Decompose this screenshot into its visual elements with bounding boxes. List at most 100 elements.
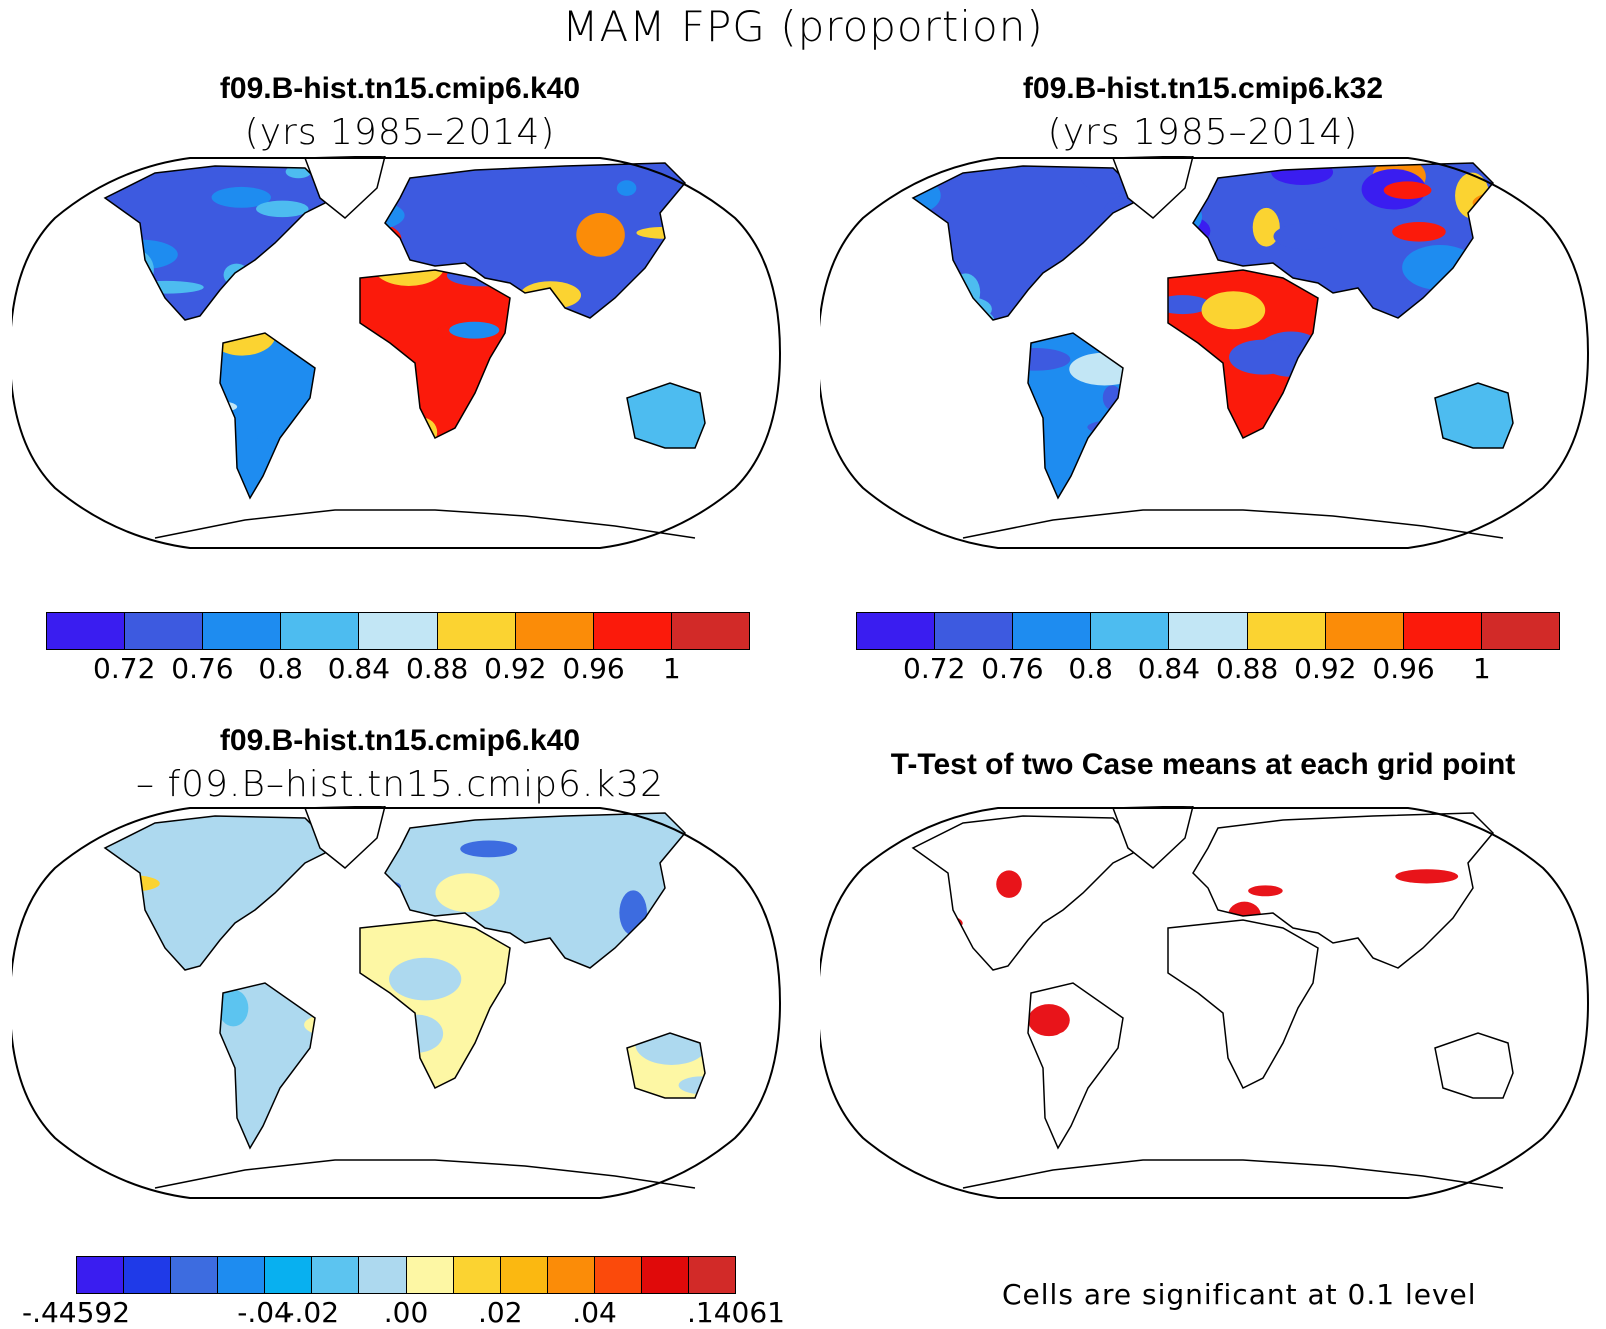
field-cell xyxy=(60,265,116,276)
colorbar-box xyxy=(437,613,516,649)
field-cell xyxy=(1028,348,1071,371)
field-cell xyxy=(104,437,153,471)
southAmerica-coastline xyxy=(219,332,316,500)
field-cell xyxy=(1392,221,1446,242)
field-cell xyxy=(987,299,1015,320)
field-cell xyxy=(1087,420,1123,434)
field-cell xyxy=(57,1017,83,1042)
field-cell xyxy=(37,517,109,537)
field-cell xyxy=(937,418,1006,432)
field-cell xyxy=(645,921,694,936)
field-cell xyxy=(1368,463,1420,500)
field-cell xyxy=(167,409,232,452)
field-cell xyxy=(1140,214,1160,238)
field-cell xyxy=(1243,442,1281,456)
field-cell xyxy=(131,998,158,1034)
field-cell xyxy=(848,254,873,288)
field-cell xyxy=(321,1125,378,1171)
field-cell xyxy=(1389,344,1415,367)
field-cell xyxy=(862,204,912,241)
field-cell xyxy=(950,344,974,359)
field-cell xyxy=(262,279,328,324)
colorbar-tick-label: 0.92 xyxy=(484,652,547,685)
field-cell xyxy=(1394,1136,1460,1162)
field-cell xyxy=(525,971,547,987)
field-cell xyxy=(182,1136,239,1170)
field-cell xyxy=(1357,987,1426,1026)
field-cell xyxy=(1464,927,1507,958)
field-cell xyxy=(674,471,701,486)
field-cell xyxy=(105,269,128,305)
australia-coastline xyxy=(1434,382,1514,449)
antarctica-coastline xyxy=(154,1159,696,1189)
field-cell xyxy=(709,440,754,453)
field-cell xyxy=(105,928,136,970)
field-cell xyxy=(927,925,953,937)
field-cell xyxy=(662,945,685,968)
field-cell xyxy=(43,943,77,965)
field-cell xyxy=(911,381,971,398)
colorbar-box xyxy=(1325,613,1404,649)
field-cell xyxy=(1184,421,1203,449)
field-cell xyxy=(332,214,378,247)
field-cell xyxy=(256,200,309,218)
field-cell xyxy=(883,399,942,410)
field-cell xyxy=(112,948,147,980)
field-cell xyxy=(1284,405,1346,438)
field-cell xyxy=(1351,996,1399,1017)
field-cell xyxy=(220,983,267,985)
field-cell xyxy=(869,930,889,955)
field-cell xyxy=(1193,243,1196,258)
eurasia-coastline xyxy=(1192,162,1495,319)
field-cell xyxy=(171,1151,230,1174)
field-cell xyxy=(644,337,708,382)
field-cell xyxy=(55,1132,126,1153)
field-cell xyxy=(910,1072,979,1104)
field-cell xyxy=(679,236,723,270)
colorbar-tick-label: .02 xyxy=(478,1296,523,1329)
field-cell xyxy=(388,505,425,549)
field-cell xyxy=(1191,806,1193,835)
field-cell xyxy=(342,248,383,265)
field-cell xyxy=(1312,334,1318,360)
field-cell xyxy=(1179,515,1214,556)
field-cell xyxy=(328,385,388,426)
field-cell xyxy=(80,323,154,343)
field-cell xyxy=(1207,359,1223,401)
field-cell xyxy=(493,1136,541,1164)
field-cell xyxy=(1395,982,1439,997)
field-cell xyxy=(716,807,746,837)
field-cell xyxy=(852,993,887,1005)
field-cell xyxy=(30,357,60,392)
field-cell xyxy=(1353,371,1392,400)
field-cell xyxy=(585,1101,601,1112)
field-cell xyxy=(624,1148,695,1178)
map-projection-outline xyxy=(12,807,782,1199)
field-cell xyxy=(407,495,437,516)
field-cell xyxy=(1206,405,1229,434)
field-cell xyxy=(68,1125,97,1139)
field-cell xyxy=(70,900,139,929)
field-cell xyxy=(169,473,239,517)
map-projection-outline xyxy=(820,807,1590,1199)
colorbar-box xyxy=(203,613,282,649)
field-cell xyxy=(1168,295,1210,315)
field-cell xyxy=(142,1127,168,1156)
africa-coastline xyxy=(359,919,511,1090)
field-cell xyxy=(906,312,975,346)
field-cell xyxy=(488,1051,518,1086)
field-cell xyxy=(954,1142,995,1184)
field-cell xyxy=(853,1053,925,1071)
field-cell xyxy=(125,1022,190,1036)
field-cell xyxy=(1161,1013,1200,1030)
field-cell xyxy=(608,983,659,999)
field-cell xyxy=(347,1145,408,1169)
field-cell xyxy=(667,258,685,299)
field-cell xyxy=(1323,1155,1343,1187)
field-cell xyxy=(1271,163,1334,186)
field-cell xyxy=(1273,473,1309,516)
colorbar-box xyxy=(671,613,749,649)
colorbar-box xyxy=(1169,613,1248,649)
field-cell xyxy=(517,1163,541,1206)
field-cell xyxy=(684,315,720,336)
